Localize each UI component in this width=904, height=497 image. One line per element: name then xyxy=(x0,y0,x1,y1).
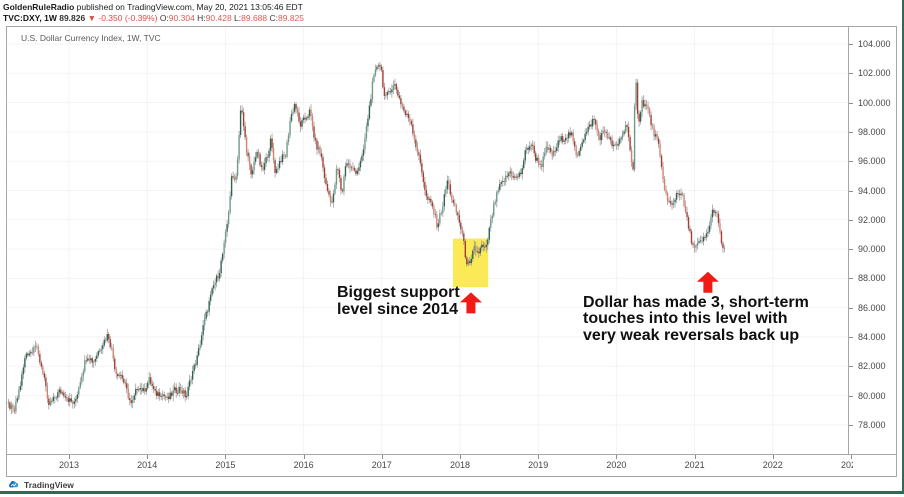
chart-frame: U.S. Dollar Currency Index, 1W, TVC 104.… xyxy=(6,26,897,477)
year-axis-label: 2020 xyxy=(606,460,627,470)
year-tick xyxy=(147,455,149,459)
tradingview-attribution-link[interactable]: TradingView xyxy=(7,478,74,492)
price-axis-label: 78.000 xyxy=(858,419,886,430)
year-axis-label: 2017 xyxy=(371,460,392,470)
annotation-biggest-support: Biggest support level since 2014 xyxy=(337,284,460,318)
year-tick xyxy=(694,455,696,459)
low-value: 89.688 xyxy=(241,13,268,23)
close-label: C: xyxy=(269,13,279,23)
year-tick xyxy=(381,455,383,459)
tradingview-logo-icon xyxy=(7,479,20,492)
price-axis-label: 86.000 xyxy=(858,302,886,313)
year-axis-label: 2022 xyxy=(762,460,783,470)
price-tick xyxy=(849,337,853,338)
annotation-three-touches: Dollar has made 3, short-term touches in… xyxy=(583,294,809,344)
price-axis-label: 92.000 xyxy=(858,214,886,225)
price-tick xyxy=(849,424,853,426)
publish-meta: published on TradingView.com, May 20, 20… xyxy=(74,2,303,12)
publish-header: GoldenRuleRadio published on TradingView… xyxy=(3,1,603,24)
year-tick xyxy=(303,455,305,459)
price-tick xyxy=(849,102,853,104)
price-tick xyxy=(849,131,853,133)
candle-bodies xyxy=(7,64,726,412)
year-axis-label: 2016 xyxy=(293,460,314,470)
price-tick xyxy=(849,219,853,221)
page-right-border xyxy=(902,0,904,494)
high-value: 90.428 xyxy=(205,13,232,23)
year-axis-label: 2019 xyxy=(528,460,549,470)
chart-legend-title: U.S. Dollar Currency Index, 1W, TVC xyxy=(21,33,161,43)
price-tick xyxy=(849,249,853,251)
price-tick xyxy=(849,161,853,163)
year-tick xyxy=(225,455,227,459)
close-value: 89.825 xyxy=(278,13,305,23)
price-tick xyxy=(849,366,853,368)
price-axis-label: 96.000 xyxy=(858,156,886,167)
year-tick xyxy=(616,455,618,459)
candle-wicks xyxy=(8,61,725,415)
high-label: H: xyxy=(197,13,206,23)
price-axis-label: 88.000 xyxy=(858,273,886,284)
price-axis-label: 100.000 xyxy=(858,97,891,108)
symbol-label: TVC:DXY, 1W xyxy=(3,13,57,23)
year-axis-label: 2013 xyxy=(58,460,80,470)
tradingview-brand-text: TradingView xyxy=(24,480,74,490)
open-label: O: xyxy=(159,13,169,23)
year-axis-label: 2014 xyxy=(137,460,158,470)
candlestick-plot-area[interactable] xyxy=(7,27,849,454)
price-change: ▼ -0.350 (-0.39%) xyxy=(87,13,158,23)
price-axis-label: 90.000 xyxy=(858,244,886,255)
year-axis-label: 2023 xyxy=(840,460,853,470)
year-tick xyxy=(538,455,540,459)
year-tick xyxy=(460,455,461,459)
price-tick xyxy=(849,278,853,280)
publisher-name: GoldenRuleRadio xyxy=(3,2,75,12)
price-axis-label: 94.000 xyxy=(858,185,886,196)
time-axis-labels: 2013 2014 2015 2016 2017 2018 2019 2020 2021 2022… xyxy=(7,455,853,476)
last-price: 89.826 xyxy=(59,13,86,23)
price-axis[interactable]: 104.000 102.000 100.000 98.000 96.000 94.000 9… xyxy=(848,27,896,476)
price-axis-label: 84.000 xyxy=(858,332,886,342)
price-axis-label: 102.000 xyxy=(858,68,891,79)
red-up-arrows xyxy=(459,271,719,314)
price-axis-label: 80.000 xyxy=(858,390,886,401)
price-tick xyxy=(849,395,853,397)
page-bottom-border xyxy=(0,491,904,494)
candlestick-svg xyxy=(7,27,849,454)
price-axis-label: 98.000 xyxy=(858,126,886,137)
year-tick xyxy=(851,455,852,459)
price-tick xyxy=(849,44,853,45)
publish-info: GoldenRuleRadio published on TradingView… xyxy=(3,1,603,13)
year-tick xyxy=(772,455,774,459)
price-tick xyxy=(849,73,853,75)
year-axis-label: 2015 xyxy=(215,460,236,470)
price-axis-label: 104.000 xyxy=(858,39,891,49)
year-axis-label: 2018 xyxy=(449,460,471,470)
low-label: L: xyxy=(234,13,242,23)
open-value: 90.304 xyxy=(168,13,195,23)
symbol-status-line: TVC:DXY, 1W 89.826 ▼ -0.350 (-0.39%) O:9… xyxy=(3,13,603,24)
price-tick xyxy=(849,190,853,192)
time-axis[interactable]: 2013 2014 2015 2016 2017 2018 2019 2020 2021 2022… xyxy=(7,454,896,476)
price-axis-label: 82.000 xyxy=(858,361,886,372)
gridlines xyxy=(7,27,849,454)
year-tick xyxy=(69,455,70,459)
year-axis-label: 2021 xyxy=(684,460,705,470)
price-tick xyxy=(849,307,853,309)
